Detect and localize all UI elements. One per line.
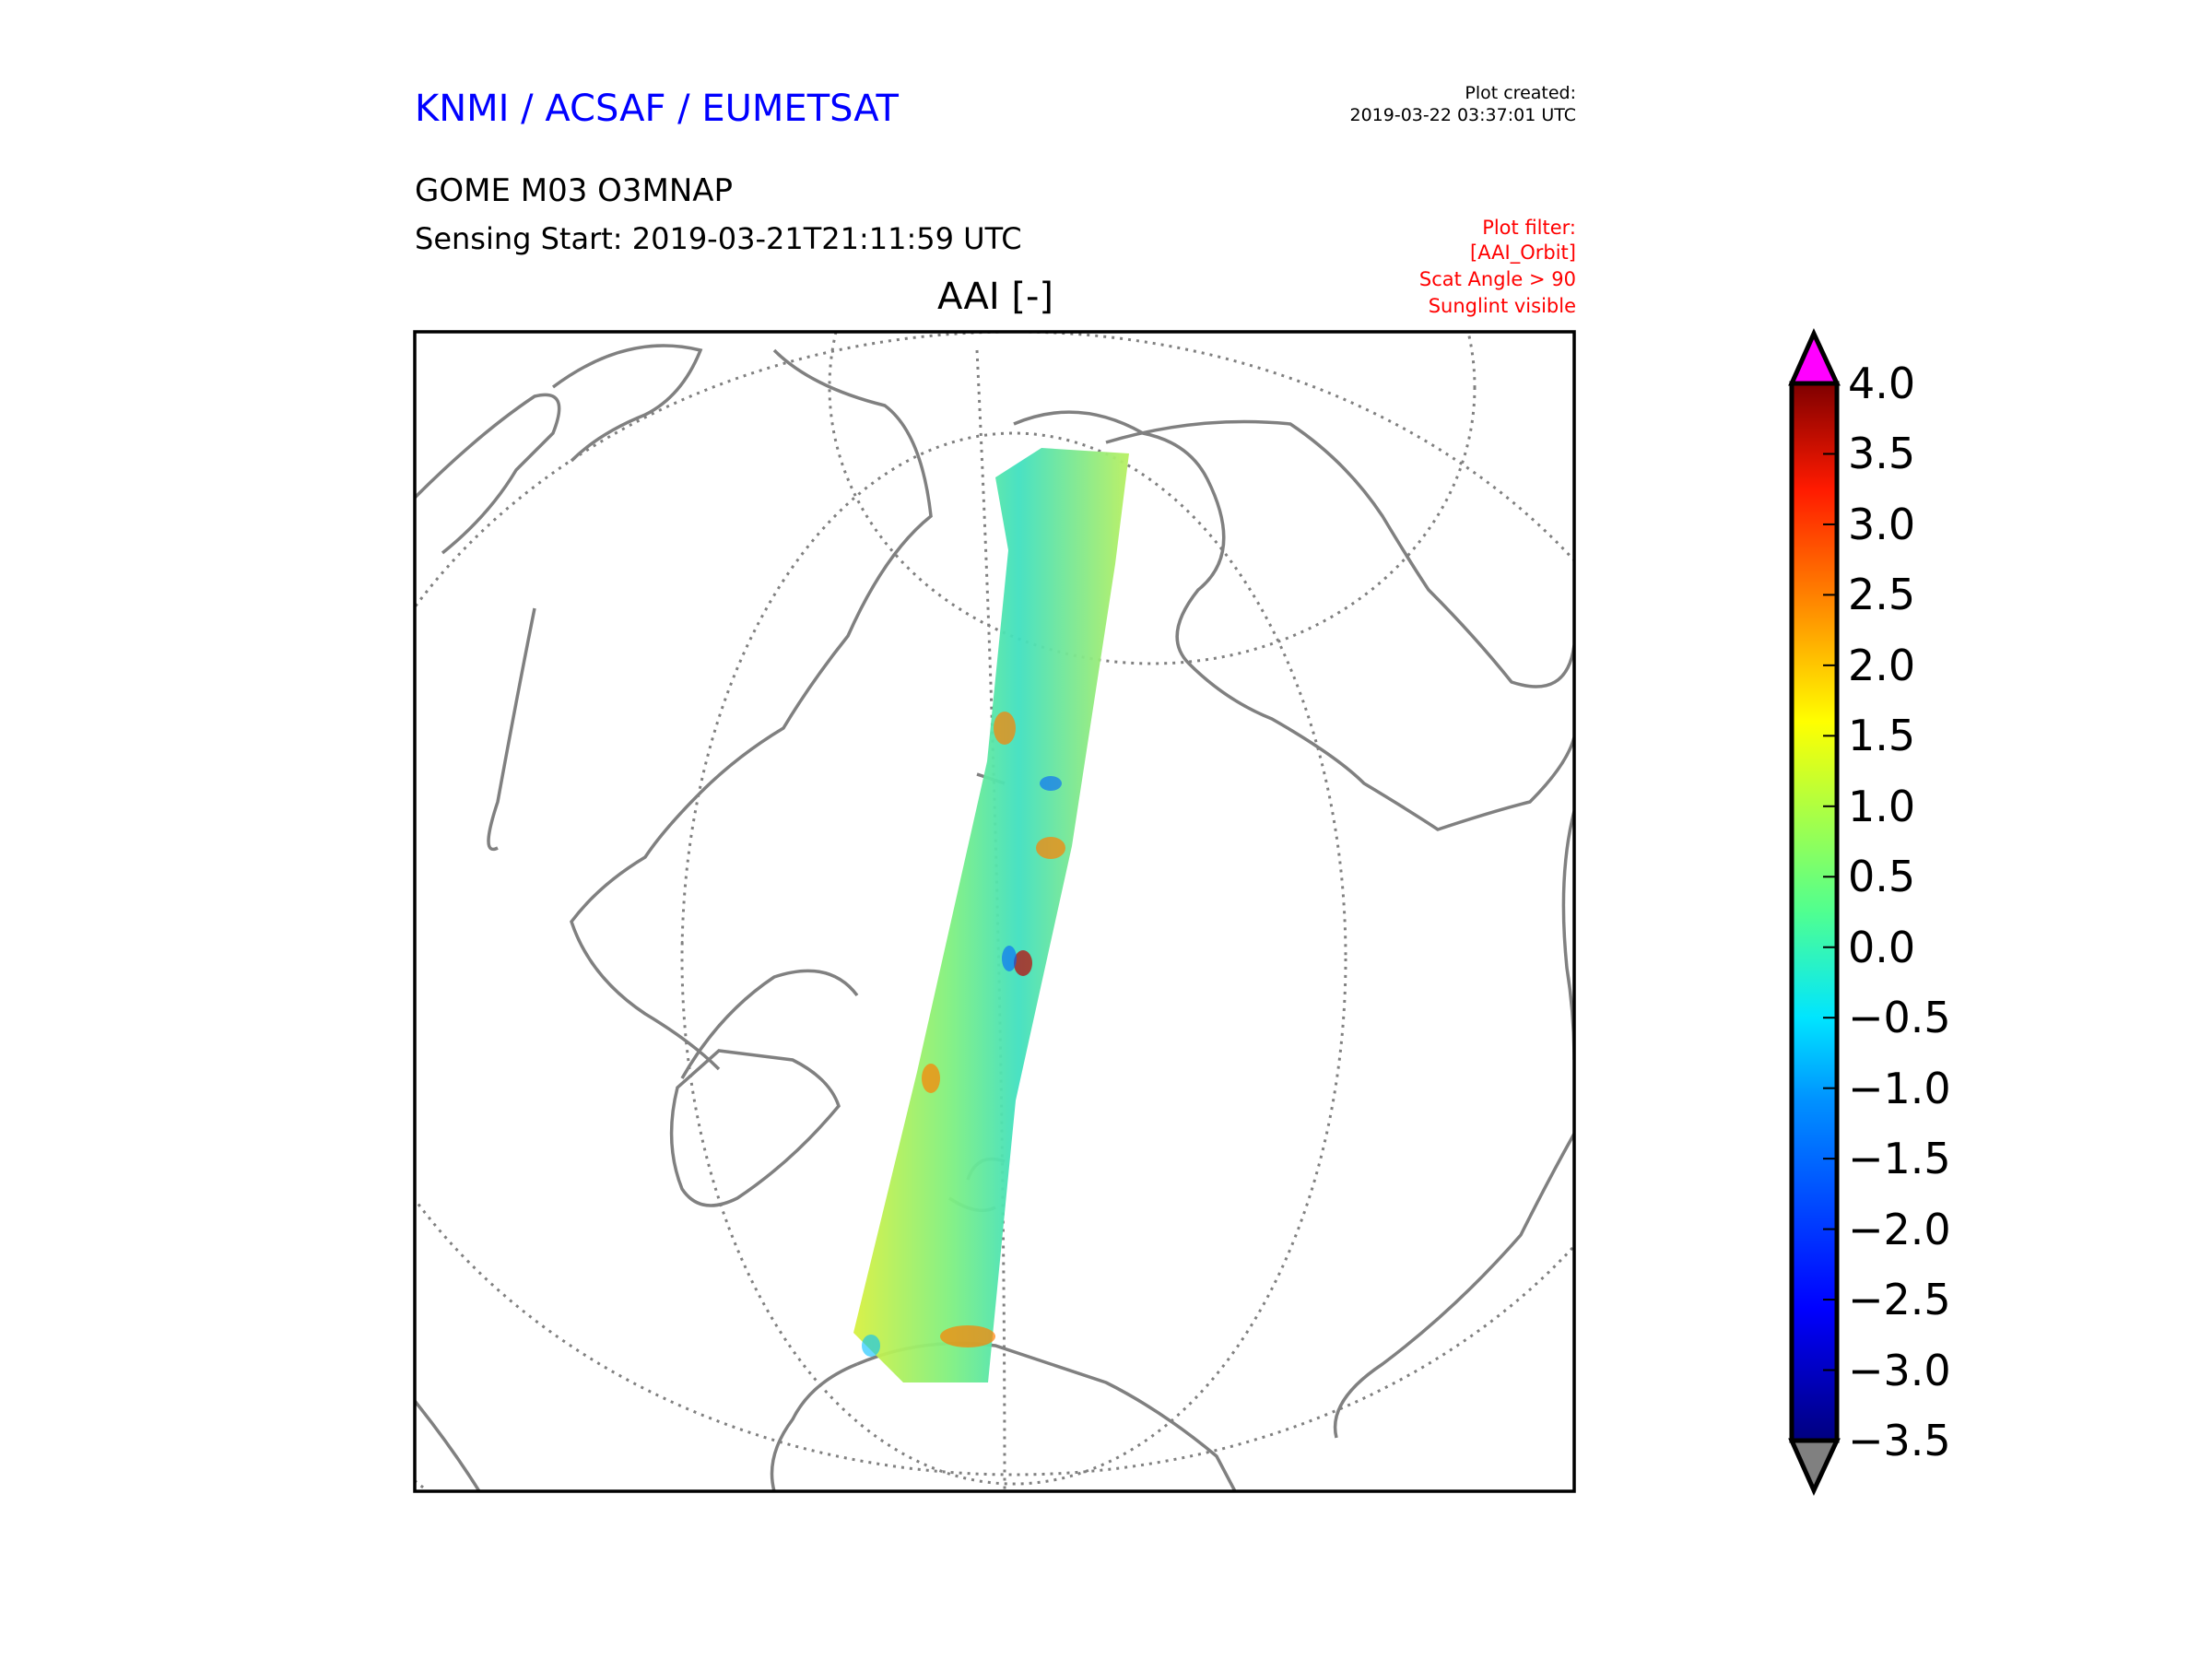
map-frame	[413, 330, 1576, 1493]
colorbar-tick-label: 2.5	[1848, 570, 1916, 620]
colorbar-ticks	[1823, 382, 1837, 1441]
map-area	[415, 332, 1574, 1491]
sensing-start: Sensing Start: 2019-03-21T21:11:59 UTC	[415, 221, 1022, 256]
colorbar-gradient	[1789, 381, 1840, 1443]
plot-created-value: 2019-03-22 03:37:01 UTC	[1349, 105, 1577, 125]
colorbar-tick-label: −1.0	[1848, 1063, 1951, 1113]
colorbar-tick-label: 3.5	[1848, 429, 1916, 479]
organization-title: KNMI / ACSAF / EUMETSAT	[415, 88, 899, 130]
colorbar-under-triangle	[1788, 1438, 1841, 1497]
colorbar-tick-label: 4.0	[1848, 359, 1916, 408]
graticule	[415, 332, 1574, 1491]
colorbar-tick-label: 1.0	[1848, 781, 1916, 831]
colorbar-tick-label: −0.5	[1848, 993, 1951, 1043]
coastlines	[415, 344, 1574, 1491]
colorbar-tick-label: 3.0	[1848, 499, 1916, 549]
colorbar-tick-label: 2.0	[1848, 640, 1916, 690]
colorbar-tick-label: −2.5	[1848, 1275, 1951, 1325]
swath-lowspots	[862, 776, 1062, 1357]
filter-line: [AAI_Orbit]	[1470, 241, 1576, 264]
colorbar-tick-label: 0.0	[1848, 922, 1916, 972]
colorbar-tick-label: −2.0	[1848, 1204, 1951, 1254]
chart-title: AAI [-]	[937, 276, 1053, 318]
colorbar-tick-label: −3.5	[1848, 1416, 1951, 1465]
aai-swath	[853, 448, 1129, 1382]
colorbar-tick-label: −1.5	[1848, 1134, 1951, 1184]
colorbar	[1788, 327, 1841, 1497]
filter-line: Plot filter:	[1482, 217, 1576, 239]
filter-line: Sunglint visible	[1428, 295, 1576, 317]
colorbar-tick-label: −3.0	[1848, 1345, 1951, 1395]
colorbar-tick-label: 1.5	[1848, 711, 1916, 761]
filter-line: Scat Angle > 90	[1418, 268, 1576, 290]
swath-hotspots	[922, 712, 1065, 1347]
plot-created-label: Plot created:	[1465, 83, 1576, 103]
colorbar-tick-label: 0.5	[1848, 852, 1916, 902]
colorbar-over-triangle	[1788, 327, 1841, 386]
product-name: GOME M03 O3MNAP	[415, 172, 734, 209]
